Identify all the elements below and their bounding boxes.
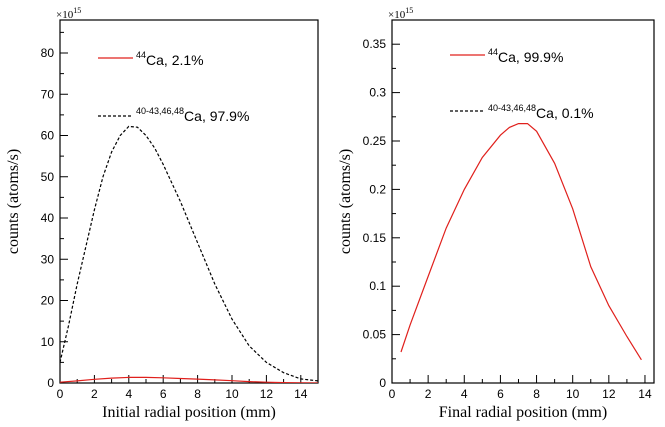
- y-tick-label: 20: [41, 294, 55, 308]
- x-tick-label: 10: [566, 387, 580, 401]
- y-tick-label: 0: [47, 376, 54, 390]
- x-tick-label: 10: [225, 387, 239, 401]
- y-tick-label: 80: [41, 46, 55, 60]
- plot-frame: [391, 19, 655, 384]
- legend-label-1: 40-43,46,48Ca, 97.9%: [136, 106, 249, 124]
- y-tick-label: 0.35: [363, 37, 387, 51]
- y-axis-title: counts (atoms/s): [5, 149, 22, 254]
- x-tick-label: 0: [389, 387, 396, 401]
- y-multiplier: ×1015: [388, 6, 413, 21]
- x-tick-label: 2: [91, 387, 98, 401]
- y-tick-label: 30: [41, 252, 55, 266]
- x-tick-label: 6: [160, 387, 167, 401]
- x-axis-title: Initial radial position (mm): [102, 404, 276, 421]
- x-tick-label: 14: [294, 387, 308, 401]
- series-line-1: [60, 125, 318, 382]
- y-multiplier: ×1015: [56, 6, 81, 21]
- y-tick-label: 0.25: [363, 134, 387, 148]
- x-tick-label: 12: [260, 387, 274, 401]
- legend-label-0: 44Ca, 99.9%: [488, 47, 563, 65]
- y-tick-label: 40: [41, 211, 55, 225]
- x-tick-label: 4: [461, 387, 468, 401]
- legend-label-0: 44Ca, 2.1%: [136, 50, 204, 68]
- y-axis-title: counts (atoms/s): [337, 149, 354, 254]
- plot-frame: [59, 19, 319, 384]
- x-axis-title: Final radial position (mm): [439, 404, 607, 421]
- x-tick-label: 8: [194, 387, 201, 401]
- y-tick-label: 0.3: [369, 86, 386, 100]
- y-tick-label: 60: [41, 129, 55, 143]
- x-tick-label: 2: [425, 387, 432, 401]
- y-tick-label: 0.15: [363, 231, 387, 245]
- x-tick-label: 0: [57, 387, 64, 401]
- y-tick-label: 0.2: [369, 182, 386, 196]
- x-tick-label: 12: [602, 387, 616, 401]
- x-tick-label: 6: [497, 387, 504, 401]
- series-line-0: [60, 376, 318, 383]
- legend-label-1: 40-43,46,48Ca, 0.1%: [488, 103, 594, 121]
- y-tick-label: 0.1: [369, 279, 386, 293]
- y-tick-label: 0.05: [363, 328, 387, 342]
- left-panel: 0 2 4 6 8 10 12 14 0 10 20 30 40 50 60 70 80 ×1015 Initial…: [5, 6, 319, 421]
- x-tick-label: 14: [638, 387, 652, 401]
- x-tick-label: 8: [533, 387, 540, 401]
- y-tick-label: 70: [41, 87, 55, 101]
- y-tick-label: 10: [41, 335, 55, 349]
- y-tick-label: 0: [379, 376, 386, 390]
- x-tick-label: 4: [125, 387, 132, 401]
- right-panel: 0 2 4 6 8 10 12 14 0 0.05 0.1 0.15 0.2 0.25 0.3 0.35 ×10…: [337, 6, 655, 421]
- series-line-0: [400, 122, 642, 361]
- y-tick-label: 50: [41, 170, 55, 184]
